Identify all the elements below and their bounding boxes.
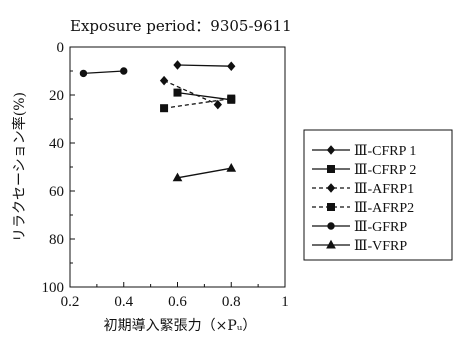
- legend-label: Ⅲ-VFRP: [354, 239, 407, 254]
- legend-label: Ⅲ-CFRP 2: [354, 163, 416, 178]
- series-line: [163, 97, 232, 109]
- series-layer: [79, 60, 237, 182]
- series-line: [177, 64, 232, 67]
- data-point: [160, 104, 169, 113]
- series-line: [163, 80, 219, 106]
- y-tick-label: 100: [42, 280, 65, 296]
- series-2: [173, 88, 236, 104]
- y-tick-label: 0: [57, 40, 65, 56]
- legend-label: Ⅲ-AFRP2: [354, 201, 414, 216]
- y-tick-label: 20: [49, 88, 64, 104]
- y-tick-label: 60: [49, 184, 64, 200]
- series-line: [177, 167, 232, 179]
- data-point: [79, 69, 88, 78]
- data-point: [213, 99, 222, 110]
- legend-item: Ⅲ-VFRP: [312, 239, 407, 254]
- series-4: [160, 94, 236, 113]
- legend: Ⅲ-CFRP 1 Ⅲ-CFRP 2 Ⅲ-AFRP1 Ⅲ-AFRP2 Ⅲ-GFRP Ⅲ-VF…: [303, 129, 453, 261]
- legend-item: Ⅲ-CFRP 2: [312, 163, 416, 178]
- legend-marker: [327, 203, 335, 211]
- data-point: [227, 61, 236, 71]
- legend-marker: [327, 222, 335, 230]
- legend-item: Ⅲ-AFRP1: [312, 182, 414, 197]
- x-tick-label: 0.2: [61, 294, 80, 310]
- legend-marker: [326, 145, 336, 155]
- y-axis: 0 20 40 60 80 100: [42, 40, 75, 296]
- data-point: [173, 60, 182, 70]
- x-axis-title: 初期導入緊張力（×Pᵤ）: [104, 317, 257, 334]
- data-point: [227, 94, 236, 103]
- y-tick-label: 40: [49, 136, 64, 152]
- series-line: [177, 91, 232, 101]
- legend-marker: [326, 183, 336, 193]
- legend-marker: [327, 165, 335, 173]
- x-tick-label: 0.6: [168, 294, 187, 310]
- legend-marker: [326, 239, 336, 249]
- x-tick-label: 0.4: [114, 294, 133, 310]
- data-point: [159, 75, 169, 86]
- y-tick-label: 80: [49, 232, 64, 248]
- data-point: [226, 162, 237, 172]
- series-line: [83, 70, 124, 75]
- x-tick-label: 1: [281, 294, 289, 310]
- data-point: [172, 172, 183, 182]
- y-axis-title: リラクセーション率(%): [11, 92, 28, 242]
- legend-item: Ⅲ-CFRP 1: [312, 144, 416, 159]
- series-6: [172, 162, 237, 182]
- legend-item: Ⅲ-GFRP: [312, 220, 407, 235]
- series-5: [79, 67, 128, 78]
- plot-frame: [69, 46, 286, 288]
- legend-label: Ⅲ-AFRP1: [354, 182, 414, 197]
- legend-item: Ⅲ-AFRP2: [312, 201, 414, 216]
- chart-title: Exposure period：9305-9611: [70, 17, 292, 35]
- data-point: [120, 67, 128, 75]
- series-3: [159, 75, 222, 110]
- legend-label: Ⅲ-GFRP: [354, 220, 407, 235]
- legend-label: Ⅲ-CFRP 1: [354, 144, 416, 159]
- x-axis: 0.2 0.4 0.6 0.8 1: [61, 282, 289, 310]
- data-point: [173, 88, 182, 97]
- series-1: [173, 60, 236, 71]
- x-tick-label: 0.8: [222, 294, 241, 310]
